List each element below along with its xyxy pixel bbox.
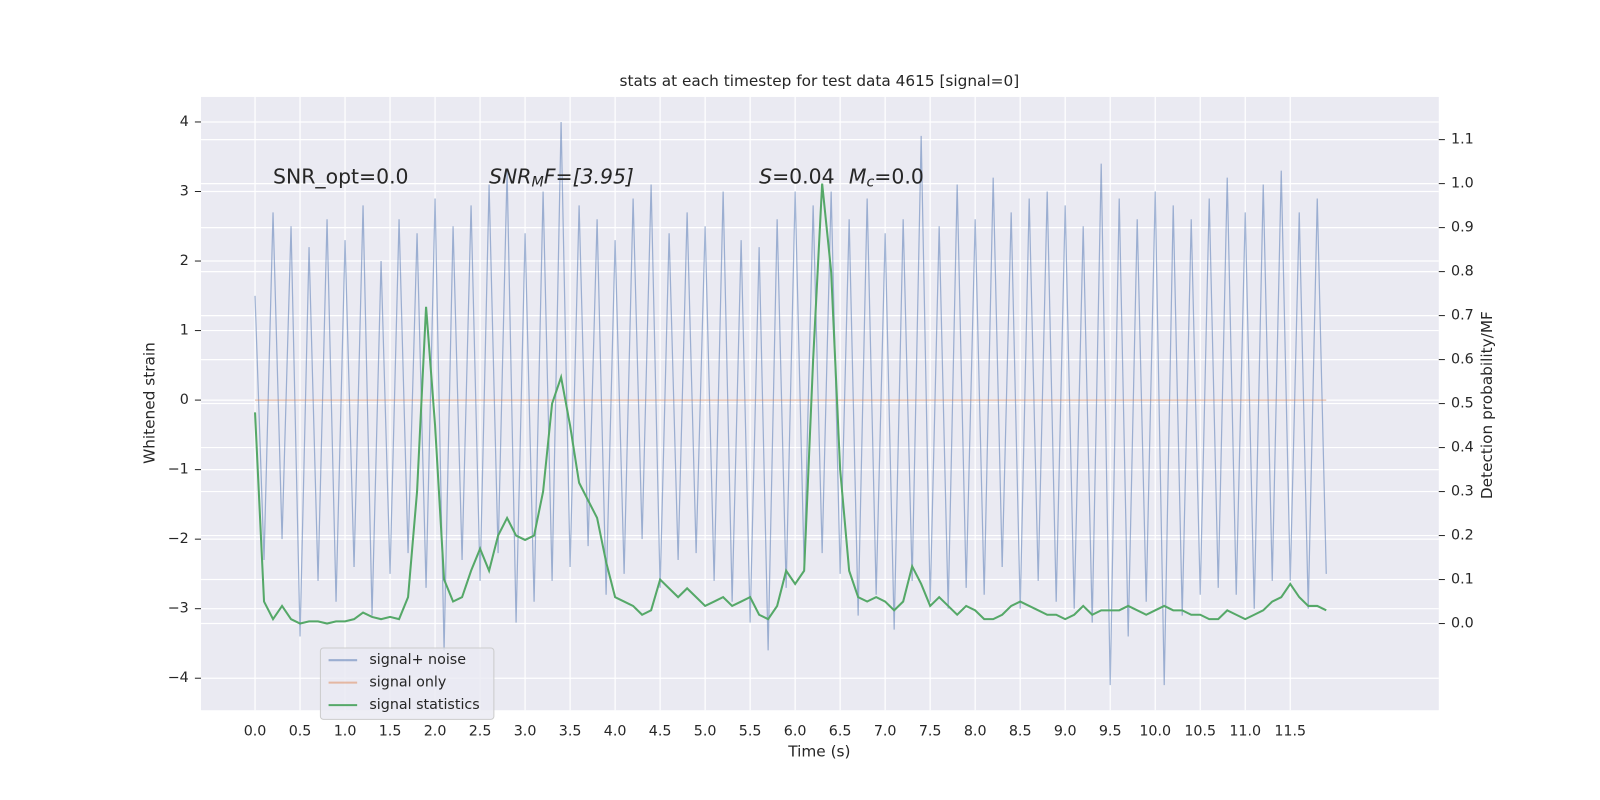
y2-tick-label: 0.7	[1451, 308, 1474, 324]
x-tick-label: 7.0	[874, 724, 897, 740]
y-tick-label: 3	[180, 184, 189, 200]
annotation-part: c	[866, 175, 874, 191]
y2-axis-label: Detection probability/MF	[1478, 311, 1496, 499]
y-axis-label: Whitened strain	[141, 342, 159, 464]
y2-tick-label: 0.6	[1451, 352, 1474, 368]
annotation-part: SNR_opt=0.0	[273, 165, 409, 190]
series-line	[254, 183, 1327, 625]
series-line	[254, 121, 1327, 686]
y2-tick-label: 0.3	[1451, 484, 1474, 500]
x-tick-label: 5.0	[694, 724, 717, 740]
y2-tick-label: 0.0	[1451, 616, 1474, 632]
y2-tick-label: 1.1	[1451, 132, 1474, 148]
chart-title: stats at each timestep for test data 461…	[620, 72, 1020, 90]
y2-tick-label: 0.9	[1451, 220, 1474, 236]
x-tick-label: 4.5	[649, 724, 672, 740]
x-tick-label: 7.5	[919, 724, 942, 740]
x-tick-label: 10.5	[1184, 724, 1216, 740]
x-tick-label: 4.0	[604, 724, 627, 740]
x-tick-label: 3.0	[514, 724, 537, 740]
y-tick-label: −3	[168, 601, 189, 617]
x-tick-label: 9.0	[1054, 724, 1077, 740]
annotation-part: F=[3.95]	[544, 165, 634, 189]
y-tick-label: 4	[180, 114, 189, 130]
y2-tick-label: 0.5	[1451, 396, 1474, 412]
x-tick-label: 5.5	[739, 724, 762, 740]
grid	[201, 96, 1439, 711]
y2-tick-label: 0.2	[1451, 528, 1474, 544]
y-tick-label: 1	[180, 323, 189, 339]
y2-tick-label: 1.0	[1451, 176, 1474, 192]
legend-label: signal statistics	[369, 697, 479, 713]
legend: signal+ noise signal only signal statistic…	[319, 647, 495, 720]
x-tick-label: 1.0	[334, 724, 357, 740]
x-axis-label: Time (s)	[787, 743, 850, 761]
y2-tick-label: 0.4	[1451, 440, 1474, 456]
legend-box	[319, 647, 495, 720]
y-tick-label: −2	[168, 531, 189, 547]
x-tick-label: 2.0	[424, 724, 447, 740]
y2-tick-label: 0.1	[1451, 572, 1474, 588]
x-tick-label: 8.5	[1009, 724, 1032, 740]
x-tick-label: 10.0	[1139, 724, 1171, 740]
x-tick-label: 0.0	[244, 724, 267, 740]
y2-tick-label: 0.8	[1451, 264, 1474, 280]
y-tick-label: −1	[168, 462, 189, 478]
x-tick-label: 6.0	[784, 724, 807, 740]
x-tick-label: 11.0	[1229, 724, 1261, 740]
x-tick-label: 2.5	[469, 724, 492, 740]
annotation-part: M	[849, 165, 867, 189]
annotation-part: S	[759, 165, 772, 189]
annotation-part: SNR	[489, 165, 531, 189]
x-tick-label: 1.5	[379, 724, 402, 740]
x-tick-label: 0.5	[289, 724, 312, 740]
x-tick-label: 6.5	[829, 724, 852, 740]
annotation-part: M	[531, 175, 543, 191]
x-tick-label: 9.5	[1099, 724, 1122, 740]
annotation-part: =0.04	[772, 165, 835, 189]
legend-label: signal+ noise	[369, 652, 466, 668]
y-tick-label: 0	[180, 392, 189, 408]
marks	[254, 121, 1327, 686]
annotation-part: =0.0	[874, 165, 924, 189]
annotation: SNRMF=[3.95]	[489, 165, 634, 191]
labels: 0.0 0.5 1.0 1.5 2.0 2.5 3.0 3.5 4.0 4.5 5.0 5.5 6.0 6…	[168, 114, 1474, 740]
x-tick-label: 11.5	[1274, 724, 1306, 740]
annotation: SNR_opt=0.0	[273, 165, 409, 190]
x-tick-label: 3.5	[559, 724, 582, 740]
legend-label: signal only	[369, 675, 446, 691]
annotation: S=0.04 Mc=0.0	[759, 165, 924, 191]
y-tick-label: 2	[180, 253, 189, 269]
y-tick-label: −4	[168, 670, 189, 686]
x-tick-label: 8.0	[964, 724, 987, 740]
